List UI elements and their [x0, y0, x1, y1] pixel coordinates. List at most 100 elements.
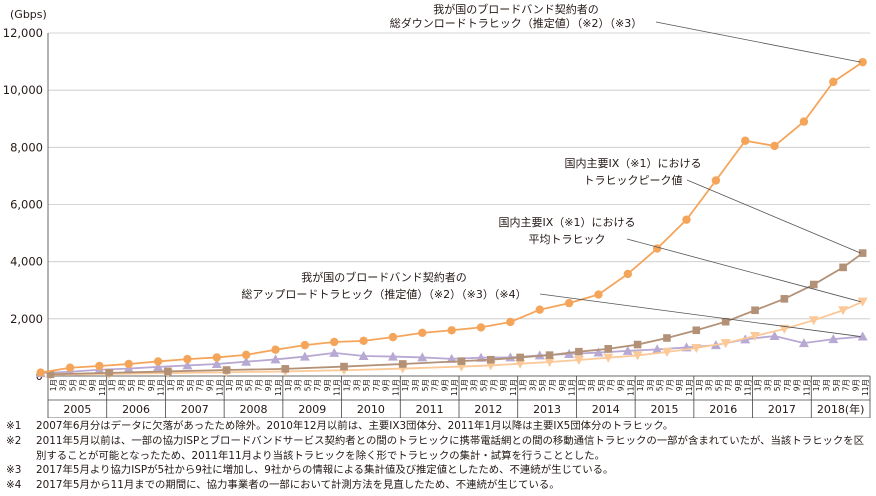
- series-label-line: 総ダウンロードトラヒック（推定値）（※2）（※3）: [390, 16, 642, 30]
- x-month-label: 11月: [215, 379, 224, 396]
- x-month-label: 3月: [59, 379, 68, 391]
- data-point-square: [222, 366, 231, 374]
- x-month-label: 7月: [372, 379, 381, 391]
- data-point-triangle: [387, 351, 398, 361]
- footnote-4: ※4 2017年5月から11月までの期間に、協力事業者の一部において計測方法を見直…: [6, 478, 872, 493]
- data-point-square: [780, 295, 789, 303]
- data-point-triangle: [857, 297, 868, 307]
- data-point-circle: [506, 317, 515, 327]
- x-year-label: 2018(年): [817, 402, 865, 416]
- x-axis: 1月 3月 5月 7月 9月 11月 1月 3月 5月 7月 9月 11月 1月 3月 5月 7月 9月 11月 1…: [47, 375, 871, 419]
- data-point-square: [164, 367, 172, 376]
- data-point-triangle: [299, 351, 310, 361]
- x-month-label: 11月: [509, 379, 518, 396]
- data-point-triangle: [691, 343, 702, 353]
- data-point-triangle: [652, 344, 663, 354]
- series-line: [50, 252, 864, 376]
- data-point-triangle: [241, 356, 252, 366]
- leader-line: [539, 293, 861, 337]
- x-month-label: 1月: [342, 379, 351, 391]
- data-point-circle: [418, 328, 427, 338]
- data-point-triangle: [750, 331, 761, 341]
- series-label-line: 国内主要IX（※1）における: [499, 215, 636, 229]
- x-month-label: 5月: [303, 379, 312, 391]
- x-month-label: 11月: [450, 379, 459, 396]
- series-label-line: 総アップロードトラヒック（推定値）（※2）（※3）（※4）: [241, 287, 526, 301]
- x-month-label: 7月: [313, 379, 322, 391]
- data-point-circle: [300, 340, 310, 350]
- x-month-label: 9月: [264, 379, 273, 391]
- x-month-label: 1月: [284, 379, 293, 391]
- x-month-label: 7月: [665, 379, 674, 391]
- x-month-label: 5月: [832, 379, 841, 391]
- data-point-square: [751, 306, 759, 315]
- data-point-circle: [564, 298, 574, 308]
- x-month-label: 9月: [440, 379, 449, 391]
- x-month-label: 5月: [186, 379, 195, 391]
- x-month-label: 7月: [489, 379, 498, 391]
- x-month-label: 11月: [568, 379, 577, 396]
- leader-line: [655, 21, 861, 63]
- data-point-triangle: [534, 350, 545, 360]
- x-year-label: 2007: [181, 403, 209, 416]
- footnote-text: 2011年5月以前は、一部の協力ISPとブロードバンドサービス契約者との間のトラ…: [36, 434, 865, 462]
- footnote-1: ※1 2007年6月分はデータに欠落があったため除外。2010年12月以前は、主要…: [6, 419, 872, 434]
- data-point-circle: [153, 357, 163, 366]
- x-year-label: 2008: [240, 403, 268, 416]
- x-month-label: 3月: [763, 379, 772, 391]
- data-point-circle: [652, 244, 662, 253]
- x-month-label: 1月: [577, 379, 586, 391]
- data-point-circle: [682, 215, 691, 224]
- data-point-triangle: [515, 359, 526, 369]
- data-point-circle: [858, 57, 867, 67]
- data-point-square: [604, 345, 613, 353]
- data-point-circle: [388, 332, 398, 342]
- y-tick-label: 4,000: [10, 255, 43, 269]
- y-tick-label: 10,000: [3, 83, 43, 97]
- data-point-triangle: [828, 334, 839, 344]
- data-point-triangle: [603, 353, 614, 363]
- x-month-label: 5月: [656, 379, 665, 391]
- footnote-3: ※3 2017年5月より協力ISPが5社から9社に増加し、9社からの情報による集計…: [6, 463, 872, 478]
- x-month-label: 5月: [68, 379, 77, 391]
- data-point-square: [575, 347, 583, 356]
- x-month-label: 11月: [98, 379, 107, 396]
- x-month-label: 5月: [538, 379, 547, 391]
- x-month-label: 9月: [793, 379, 802, 391]
- x-month-label: 9月: [675, 379, 684, 391]
- y-tick-label: 6,000: [10, 198, 43, 212]
- data-point-circle: [241, 350, 251, 360]
- data-point-triangle: [211, 358, 222, 368]
- x-month-label: 7月: [842, 379, 851, 391]
- series-label-line: 我が国のブロードバンド契約者の: [433, 2, 599, 16]
- data-point-circle: [447, 326, 456, 335]
- data-point-square: [46, 370, 55, 379]
- x-month-label: 11月: [685, 379, 694, 396]
- data-point-square: [487, 355, 495, 364]
- x-month-label: 9月: [851, 379, 860, 391]
- x-month-label: 11月: [802, 379, 811, 396]
- x-month-label: 9月: [382, 379, 391, 391]
- x-month-label: 7月: [78, 379, 87, 391]
- data-point-circle: [741, 136, 750, 145]
- data-point-triangle: [417, 352, 428, 362]
- footnote-mark: ※4: [6, 479, 22, 492]
- series-line: [50, 300, 864, 376]
- data-point-triangle: [769, 330, 780, 340]
- x-year-label: 2011: [416, 403, 444, 416]
- x-month-label: 3月: [470, 379, 479, 391]
- x-month-label: 1月: [636, 379, 645, 391]
- data-point-square: [105, 369, 113, 377]
- series-label-line: トラヒックピーク値: [584, 174, 683, 187]
- x-month-label: 9月: [558, 379, 567, 391]
- x-year-label: 2009: [298, 403, 326, 416]
- data-point-triangle: [661, 347, 672, 357]
- x-month-label: 5月: [773, 379, 782, 391]
- data-point-circle: [829, 77, 838, 87]
- x-month-label: 1月: [460, 379, 469, 391]
- x-month-label: 9月: [205, 379, 214, 391]
- x-year-label: 2013: [533, 403, 561, 416]
- x-month-label: 1月: [812, 379, 821, 391]
- x-year-label: 2016: [709, 403, 737, 416]
- x-month-label: 9月: [147, 379, 156, 391]
